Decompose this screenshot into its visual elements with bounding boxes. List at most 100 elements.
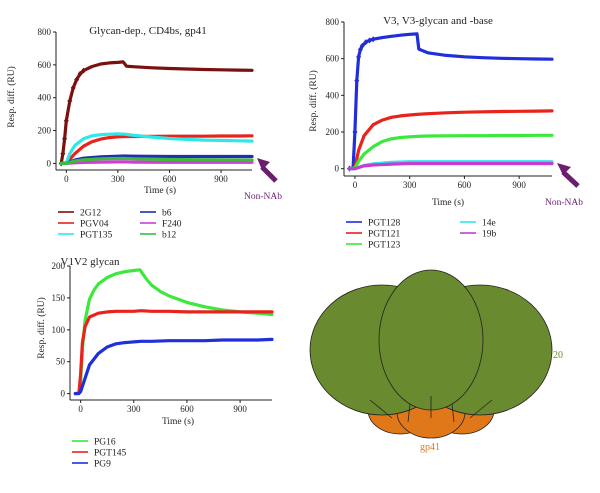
legend-label-PGT123: PGT123 [368,241,400,251]
legend-label-19b: 19b [482,230,497,240]
connector [407,403,411,423]
non-nab-arrow-head [257,158,270,170]
panel-b-plot: 0 200 400 600 800 0 300 600 900 [326,17,554,190]
gp120-lobe-center [378,269,484,411]
gp41-connectors [369,396,493,423]
panel-c-title: V1V2 glycan [61,256,120,268]
legend-label-PG9: PG9 [94,460,111,470]
gp120-domain [309,269,553,416]
legend-label-PGT135: PGT135 [80,231,112,241]
x-tick-label: 300 [403,180,417,190]
non-nab-arrow-shaft [260,165,278,183]
non-nab-arrow-head [557,163,571,175]
x-tick-label: 300 [127,404,141,414]
legend-label-b6: b6 [162,209,172,219]
series-marker-2G12 [77,70,83,77]
y-tick-label: 0 [335,164,340,174]
legend-label-F240: F240 [162,220,182,230]
panel-c-xlabel: Time (s) [162,416,194,427]
series-line-PGT121 [347,109,554,171]
series-marker-2G12 [74,76,80,83]
x-tick-label: 900 [233,404,247,414]
series-line-PGT135 [59,132,254,165]
panel-b-xlabel: Time (s) [432,197,464,208]
panel-b-title: V3, V3-glycan and -base [383,15,493,27]
series-line-2G12 [59,60,254,165]
series-marker-2G12 [67,98,73,104]
x-tick-label: 600 [163,174,177,184]
x-tick-label: 600 [180,404,194,414]
gp120-label: gp120 [538,350,563,361]
panel-a-non-nab-annotation: Non-NAb [244,158,282,202]
y-tick-label: 200 [326,127,340,137]
legend-label-14e: 14e [482,219,496,229]
legend-label-PGT121: PGT121 [368,230,400,240]
y-tick-label: 0 [47,158,52,168]
panel-a-non-nab-label: Non-NAb [244,192,282,202]
y-tick-label: 600 [326,54,340,64]
x-tick-label: 900 [214,174,228,184]
y-tick-label: 0 [61,389,66,399]
legend-label-PGV04: PGV04 [80,220,109,230]
panel-a-xlabel: Time (s) [144,185,176,196]
panel-a-plot: 0 200 400 600 800 0 300 600 900 [38,27,254,184]
series-line-19b [347,161,554,171]
connector [469,399,493,419]
series-line-PGT123 [347,133,554,171]
y-tick-label: 50 [56,357,66,367]
x-tick-label: 900 [512,180,526,190]
panel-a-title: Glycan-dep., CD4bs, gp41 [89,25,207,37]
panel-b-ylabel: Resp. diff. (RU) [308,70,319,132]
series-marker-2G12 [70,84,76,91]
series-line-PG9 [73,337,274,396]
y-tick-label: 400 [38,93,52,103]
y-tick-label: 100 [52,325,66,335]
series-marker-PGT128 [367,37,373,44]
series-line-PGT145 [73,309,274,396]
panel-c-plot: 0 50 100 150 200 0 300 600 900 [52,261,274,414]
legend-label-b12: b12 [162,231,177,241]
panel-glycan-cd4bs-gp41: Glycan-dep., CD4bs, gp41 0 200 400 600 800 0 3… [6,25,282,241]
y-tick-label: 800 [326,17,340,27]
connector [451,403,455,423]
env-trimer-diagram: gp120 gp41 [309,269,563,453]
panel-a-ylabel: Resp. diff. (RU) [6,66,17,128]
series-marker-PGT128 [359,42,365,49]
panel-b-non-nab-label: Non-NAb [545,198,583,208]
series-line-b12 [59,156,254,165]
legend-label-PGT145: PGT145 [94,449,126,459]
y-tick-label: 200 [38,126,52,136]
non-nab-arrow-shaft [561,170,580,188]
panel-v1v2-glycan: V1V2 glycan 0 50 100 150 200 0 300 600 900 Resp.… [36,256,274,470]
y-tick-label: 400 [326,90,340,100]
legend-label-PG16: PG16 [94,438,116,448]
series-marker-PGT128 [356,53,362,60]
panel-b-non-nab-annotation: Non-NAb [545,163,583,208]
series-marker-2G12 [62,135,68,142]
series-marker-PGT128 [363,39,369,46]
x-tick-label: 0 [64,174,69,184]
x-tick-label: 600 [458,180,472,190]
connector [369,399,393,419]
series-marker-PGT128 [352,129,358,135]
series-line-F240 [59,160,254,165]
series-marker-2G12 [81,67,87,74]
x-tick-label: 0 [353,180,358,190]
series-marker-2G12 [60,150,66,157]
legend-label-2G12: 2G12 [80,209,101,219]
series-line-PGV04 [59,134,254,165]
y-tick-label: 200 [52,261,66,271]
y-tick-label: 150 [52,293,66,303]
panel-c-ylabel: Resp. diff. (RU) [36,297,47,359]
y-tick-label: 600 [38,60,52,70]
series-marker-2G12 [63,117,69,124]
gp41-label: gp41 [420,442,440,453]
panel-v3: V3, V3-glycan and -base 0 200 400 600 800 0 30… [308,15,583,251]
series-line-PGT128 [347,32,554,171]
y-tick-label: 800 [38,27,52,37]
x-tick-label: 300 [111,174,125,184]
